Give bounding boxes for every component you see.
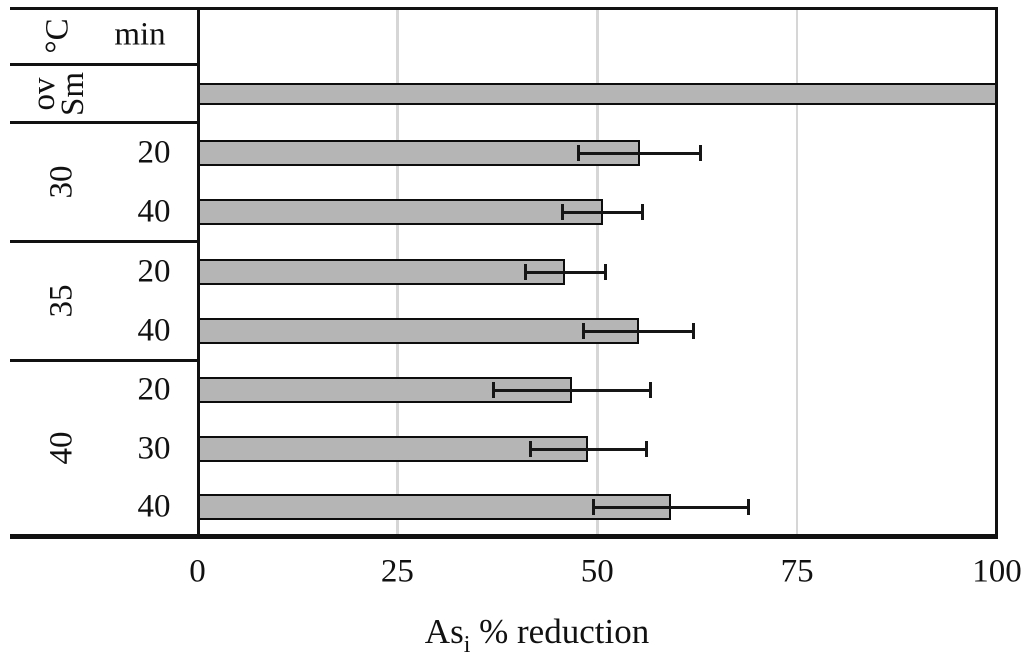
time-row-label: 20 — [137, 253, 171, 290]
x-axis-title-prefix: As — [424, 612, 464, 651]
table-separator-header — [10, 63, 199, 66]
time-row-label: 20 — [137, 134, 171, 171]
bar — [197, 140, 640, 166]
error-bar-cap-right — [641, 204, 645, 220]
table-separator-smov — [10, 121, 199, 124]
bar — [197, 83, 997, 105]
x-tick-label-0: 0 — [189, 553, 206, 590]
error-bar-line — [530, 447, 647, 451]
time-row-label: 40 — [137, 193, 171, 230]
error-bar-cap-left — [523, 264, 527, 280]
x-tick-label-100: 100 — [972, 553, 1022, 590]
error-bar-cap-right — [746, 499, 750, 515]
error-bar-line — [578, 151, 701, 155]
time-row-label: 20 — [137, 371, 171, 408]
error-bar-line — [525, 270, 606, 274]
top-border — [10, 7, 998, 10]
error-bar-cap-right — [698, 145, 702, 161]
group-label-smov: ov Sm — [26, 71, 91, 117]
time-column-header: min — [114, 16, 166, 53]
error-bar-cap-left — [529, 441, 533, 457]
time-row-label: 40 — [137, 488, 171, 525]
error-bar-cap-right — [603, 264, 607, 280]
table-separator-30 — [10, 240, 199, 243]
x-axis-title-subscript: i — [463, 632, 471, 658]
error-bar-cap-left — [491, 382, 495, 398]
group-label-smov-line2: Sm — [55, 71, 91, 117]
x-tick-label-25: 25 — [380, 553, 414, 590]
error-bar-cap-left — [582, 323, 586, 339]
error-bar-line — [593, 505, 749, 509]
plot-left-border — [197, 7, 200, 537]
x-tick-label-50: 50 — [580, 553, 614, 590]
bar — [197, 199, 603, 225]
group-label-35: 35 — [43, 284, 80, 318]
group-label-40: 40 — [43, 431, 80, 465]
error-bar-cap-right — [644, 441, 648, 457]
time-row-label: 40 — [137, 312, 171, 349]
x-tick-label-75: 75 — [780, 553, 814, 590]
error-bar-line — [562, 210, 643, 214]
time-row-label: 30 — [137, 430, 171, 467]
bar — [197, 436, 589, 462]
x-axis-title-suffix: % reduction — [470, 612, 650, 651]
bar — [197, 318, 639, 344]
error-bar-cap-left — [561, 204, 565, 220]
error-bar-line — [493, 388, 650, 392]
error-bar-cap-right — [648, 382, 652, 398]
error-bar-cap-left — [577, 145, 581, 161]
table-separator-35 — [10, 359, 199, 362]
temp-column-header: °C — [39, 18, 76, 54]
plot-right-border — [994, 7, 998, 537]
gridline-75 — [795, 10, 799, 534]
error-bar-line — [583, 329, 694, 333]
x-axis-title: Asi % reduction — [197, 612, 877, 659]
group-label-30: 30 — [43, 165, 80, 199]
error-bar-cap-left — [591, 499, 595, 515]
x-axis-line — [10, 534, 998, 539]
bar — [197, 259, 566, 285]
error-bar-cap-right — [692, 323, 696, 339]
